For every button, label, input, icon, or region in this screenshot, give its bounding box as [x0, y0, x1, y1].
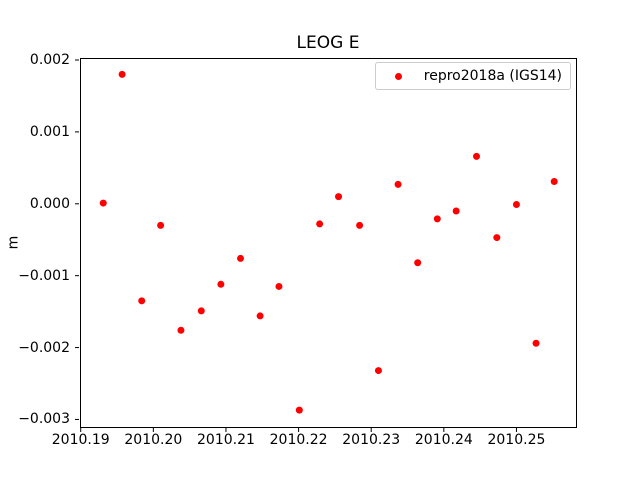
x-tick-label: 2010.23 — [342, 432, 401, 448]
data-point — [256, 312, 264, 320]
data-point — [394, 180, 402, 188]
x-tick-label: 2010.20 — [124, 432, 183, 448]
legend-marker-dot — [395, 72, 403, 80]
x-tick-label: 2010.25 — [487, 432, 546, 448]
data-point — [493, 234, 501, 242]
x-tick-label: 2010.22 — [269, 432, 328, 448]
y-tick-label: 0.001 — [29, 123, 70, 140]
data-point — [217, 280, 225, 288]
data-point — [177, 326, 185, 334]
x-tick-label: 2010.21 — [197, 432, 255, 448]
data-point — [512, 201, 520, 209]
y-tick-label: −0.002 — [18, 339, 70, 356]
y-axis-label: m — [5, 235, 22, 250]
legend-handle — [388, 72, 410, 80]
data-point — [295, 406, 303, 414]
x-tick-label: 2010.19 — [51, 432, 110, 448]
data-point — [335, 193, 343, 201]
data-point — [473, 152, 481, 160]
data-point — [550, 178, 558, 186]
data-point — [414, 259, 422, 267]
data-point — [356, 221, 364, 229]
axes-frame — [80, 58, 577, 428]
data-point — [157, 221, 165, 229]
legend: repro2018a (IGS14) — [375, 62, 571, 90]
data-point — [99, 199, 107, 207]
data-point — [316, 220, 324, 228]
y-tick-label: −0.001 — [18, 267, 70, 284]
data-point — [138, 297, 146, 305]
data-point — [452, 207, 460, 215]
y-tick-label: 0.000 — [29, 195, 70, 212]
chart-title: LEOG E — [296, 33, 360, 53]
data-point — [433, 215, 441, 223]
data-point — [275, 282, 283, 290]
data-point — [197, 307, 205, 315]
y-tick-label: −0.003 — [18, 411, 70, 428]
legend-series-label: repro2018a (IGS14) — [423, 68, 562, 84]
data-point — [118, 70, 126, 78]
x-tick-label: 2010.24 — [414, 432, 473, 448]
y-tick-label: 0.002 — [29, 52, 70, 68]
data-point — [532, 339, 540, 347]
data-point — [374, 367, 382, 375]
data-point — [236, 254, 244, 262]
